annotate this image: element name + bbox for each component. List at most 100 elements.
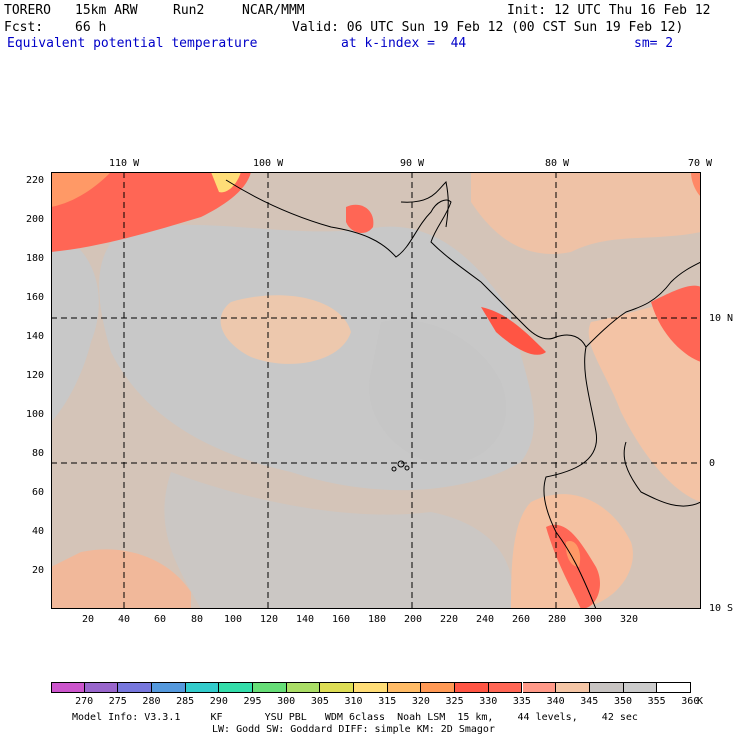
warm-patch — [51, 172, 251, 252]
colorbar-swatch — [152, 682, 186, 693]
galapagos-island — [397, 460, 405, 468]
colorbar-swatch — [421, 682, 456, 693]
colorbar-swatch — [556, 682, 590, 693]
level-label: at k-index = 44 — [341, 36, 467, 51]
y-label: 180 — [26, 253, 45, 264]
colorbar-swatch — [185, 682, 220, 693]
colorbar-label: 315 — [378, 696, 397, 707]
x-label: 320 — [620, 614, 639, 625]
colorbar-swatch — [657, 682, 691, 693]
colorbar-swatch — [118, 682, 153, 693]
y-label: 220 — [26, 175, 45, 186]
colorbar-label: 300 — [277, 696, 296, 707]
x-label: 180 — [368, 614, 387, 625]
colorbar-label: 345 — [580, 696, 599, 707]
colorbar-label: 280 — [142, 696, 161, 707]
lon-label-100w: 100 W — [253, 158, 284, 169]
peach-patch — [51, 549, 191, 609]
map-panel — [51, 172, 701, 609]
forecast-hours: 66 h — [75, 20, 107, 35]
colorbar-swatch — [84, 682, 119, 693]
x-label: 60 — [154, 614, 167, 625]
colorbar-label: 295 — [243, 696, 262, 707]
warm-patch — [346, 204, 374, 234]
colorbar-label: 290 — [209, 696, 228, 707]
colorbar-swatch — [253, 682, 287, 693]
x-label: 260 — [512, 614, 531, 625]
colorbar-label: K — [697, 696, 704, 707]
colorbar-label: 320 — [411, 696, 430, 707]
colorbar-swatch — [623, 682, 658, 693]
country-border — [400, 180, 449, 228]
colorbar-swatch — [455, 682, 489, 693]
colorbar-label: 360 — [681, 696, 700, 707]
colorbar-label: 285 — [176, 696, 195, 707]
warm-patch — [565, 541, 581, 567]
y-label: 200 — [26, 214, 45, 225]
x-label: 40 — [118, 614, 131, 625]
colorbar-label: 310 — [344, 696, 363, 707]
x-label: 240 — [476, 614, 495, 625]
x-label: 300 — [584, 614, 603, 625]
warm-patch — [546, 524, 601, 609]
colorbar-label: 340 — [546, 696, 565, 707]
colorbar-label: 325 — [445, 696, 464, 707]
lat-label-10n: 10 N — [709, 313, 734, 324]
lat-label-0: 0 — [709, 458, 716, 469]
field-title: Equivalent potential temperature — [7, 36, 258, 51]
x-label: 120 — [260, 614, 279, 625]
gray-region — [51, 232, 99, 422]
lon-label-110w: 110 W — [109, 158, 140, 169]
physics-info: LW: Godd SW: Goddard DIFF: simple KM: 2D… — [212, 724, 495, 735]
colorbar-swatch — [51, 682, 85, 693]
valid-time: Valid: 06 UTC Sun 19 Feb 12 (00 CST Sun … — [292, 20, 684, 35]
y-label: 140 — [26, 331, 45, 342]
model-info: Model Info: V3.3.1 KF YSU PBL WDM 6class… — [72, 712, 638, 723]
gray-region — [369, 320, 507, 464]
y-label: 80 — [32, 448, 45, 459]
y-label: 160 — [26, 292, 45, 303]
forecast-label: Fcst: — [4, 20, 44, 35]
colorbar-swatch — [387, 682, 422, 693]
peach-patch — [588, 299, 701, 502]
x-label: 80 — [191, 614, 204, 625]
colorbar-label: 350 — [613, 696, 632, 707]
colorbar-swatch — [488, 682, 523, 693]
x-label: 160 — [332, 614, 351, 625]
warm-patch — [481, 307, 546, 355]
colorbar-swatch — [522, 682, 557, 693]
x-label: 140 — [296, 614, 315, 625]
y-label: 100 — [26, 409, 45, 420]
warm-patch — [691, 172, 701, 197]
coastline — [225, 179, 701, 348]
y-label: 40 — [32, 526, 45, 537]
lon-label-80w: 80 W — [545, 158, 570, 169]
colorbar-swatch — [320, 682, 355, 693]
y-label: 120 — [26, 370, 45, 381]
coastline — [543, 346, 597, 609]
colorbar-label: 330 — [479, 696, 498, 707]
lat-label-10s: 10 S — [709, 603, 734, 614]
org-label: NCAR/MMM — [242, 3, 305, 18]
theta-e-field — [51, 172, 701, 609]
peach-patch — [471, 172, 701, 254]
y-label: 60 — [32, 487, 45, 498]
warm-patch — [51, 172, 111, 207]
run-label: Run2 — [173, 3, 205, 18]
colorbar-swatch — [589, 682, 624, 693]
galapagos-island — [391, 466, 397, 472]
y-label: 20 — [32, 565, 45, 576]
colorbar-swatch — [286, 682, 321, 693]
colorbar-label: 335 — [512, 696, 531, 707]
colorbar-swatch — [354, 682, 388, 693]
x-label: 100 — [224, 614, 243, 625]
x-label: 20 — [82, 614, 95, 625]
model-name: TORERO — [4, 3, 51, 18]
warm-patch — [211, 172, 241, 193]
gray-region — [164, 472, 513, 609]
galapagos-island — [404, 465, 410, 471]
smoothing-label: sm= 2 — [634, 36, 674, 51]
map-frame — [51, 172, 701, 609]
peach-patch — [220, 295, 351, 364]
lon-label-70w: 70 W — [688, 158, 713, 169]
